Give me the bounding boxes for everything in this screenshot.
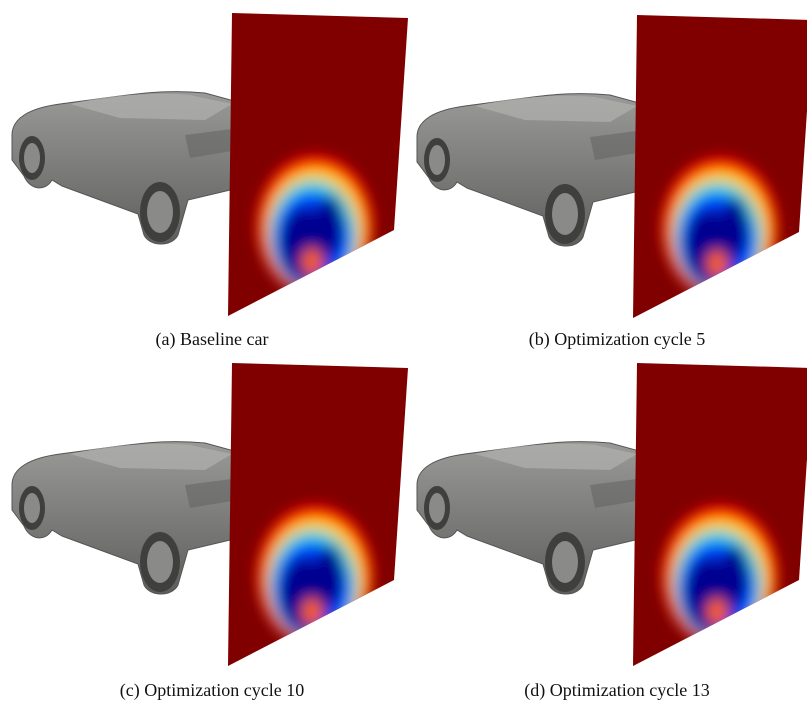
- caption: (b) Optimization cycle 5: [529, 329, 705, 350]
- page: (a) Baseline car (b) Optimization cycle …: [0, 0, 807, 713]
- figure: (a) Baseline car (b) Optimization cycle …: [0, 0, 807, 713]
- panel-c: [12, 363, 408, 666]
- caption: (a) Baseline car: [156, 329, 269, 350]
- panel-b: [417, 15, 807, 318]
- caption: (d) Optimization cycle 13: [524, 680, 709, 701]
- panel-a: [12, 13, 408, 316]
- panel-d: [417, 363, 807, 666]
- caption: (c) Optimization cycle 10: [120, 680, 304, 701]
